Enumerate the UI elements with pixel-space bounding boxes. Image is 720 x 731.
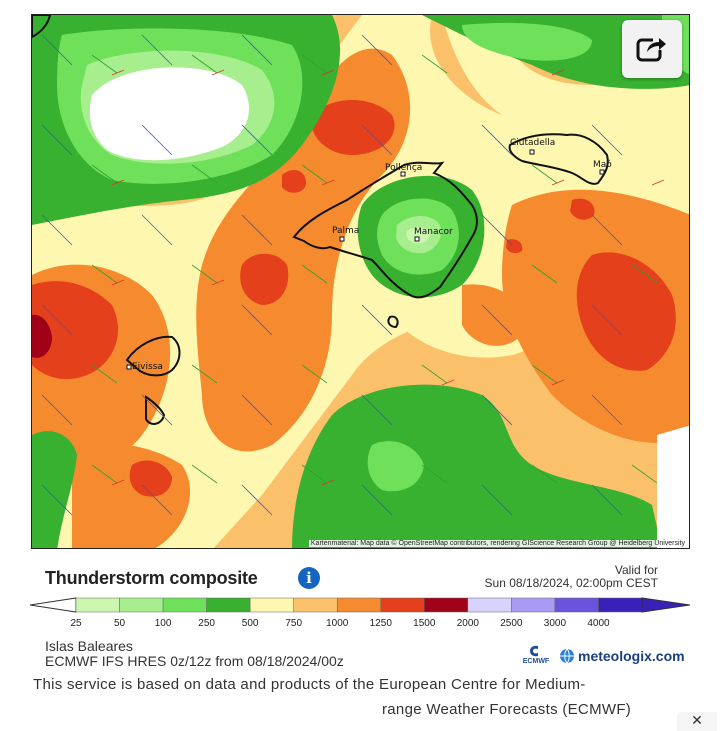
scale-cell — [511, 597, 556, 613]
meteologix-logo[interactable]: meteologix.com — [559, 648, 685, 664]
city-label: Manacor — [414, 227, 453, 237]
scale-cell — [336, 597, 382, 613]
disclaimer-line-2: range Weather Forecasts (ECMWF) — [382, 701, 632, 718]
scale-ticks: 25 50 100 250 500 750 1000 1250 1500 2000 2500 3000… — [0, 618, 720, 632]
scale-cell — [249, 597, 294, 613]
brand-name: meteologix.com — [578, 648, 685, 664]
ecmwf-label: ECMWF — [522, 658, 550, 665]
scale-tick-label: 1000 — [326, 618, 349, 629]
close-button[interactable]: ✕ — [677, 712, 717, 731]
scale-cell — [380, 597, 425, 613]
scale-tick-label: 500 — [241, 618, 259, 629]
scale-tick-label: 50 — [113, 618, 126, 629]
scale-cell — [206, 597, 251, 613]
scale-cell — [162, 597, 207, 613]
scale-cell — [554, 597, 599, 613]
city-label: Palma — [332, 226, 359, 236]
scale-tick-label: 2500 — [500, 618, 523, 629]
legend-title: Thunderstorm composite — [45, 568, 258, 588]
city-markers — [126, 149, 605, 370]
scale-tick-label: 2000 — [456, 618, 479, 629]
share-button[interactable] — [622, 20, 682, 78]
share-icon — [636, 36, 667, 62]
scale-cell — [293, 597, 338, 613]
region-name: Islas Baleares — [45, 638, 133, 654]
model-info: ECMWF IFS HRES 0z/12z from 08/18/2024/00… — [45, 653, 344, 669]
ecmwf-logo: ECMWF — [519, 644, 553, 668]
valid-label: Valid for — [614, 563, 658, 577]
scale-tick-label: 1250 — [369, 618, 392, 629]
scale-tick-label: 750 — [285, 618, 303, 629]
scale-cell — [424, 597, 469, 613]
city-label: Pollença — [385, 163, 422, 173]
scale-tick-label: 25 — [70, 618, 82, 629]
info-icon[interactable]: i — [298, 567, 320, 589]
scale-tick-label: 4000 — [587, 618, 610, 629]
scale-cell — [598, 597, 643, 613]
color-scale — [30, 597, 690, 613]
wind-arrows — [41, 34, 665, 516]
city-label: Ciutadella — [510, 138, 555, 148]
forecast-map[interactable]: Pollença Palma Manacor Ciutadella Maó Ei… — [31, 14, 690, 549]
logos: ECMWF meteologix.com — [519, 644, 685, 668]
valid-time: Sun 08/18/2024, 02:00pm CEST — [484, 576, 658, 590]
scale-cell — [75, 597, 120, 613]
scale-tick-label: 1500 — [413, 618, 436, 629]
scale-cell — [119, 597, 164, 613]
map-canvas: Pollença Palma Manacor Ciutadella Maó Ei… — [32, 15, 689, 548]
map-attribution: Kartenmaterial: Map data © OpenStreetMap… — [308, 540, 687, 547]
scale-cell — [467, 597, 512, 613]
scale-tick-label: 250 — [198, 618, 215, 629]
ecmwf-icon — [530, 645, 538, 657]
scale-tick-label: 3000 — [543, 618, 567, 629]
scale-tick-label: 100 — [154, 618, 172, 629]
city-label: Maó — [593, 159, 612, 170]
globe-icon — [560, 648, 574, 664]
disclaimer-line-1: This service is based on data and produc… — [33, 676, 586, 693]
city-label: Eivissa — [132, 362, 163, 372]
